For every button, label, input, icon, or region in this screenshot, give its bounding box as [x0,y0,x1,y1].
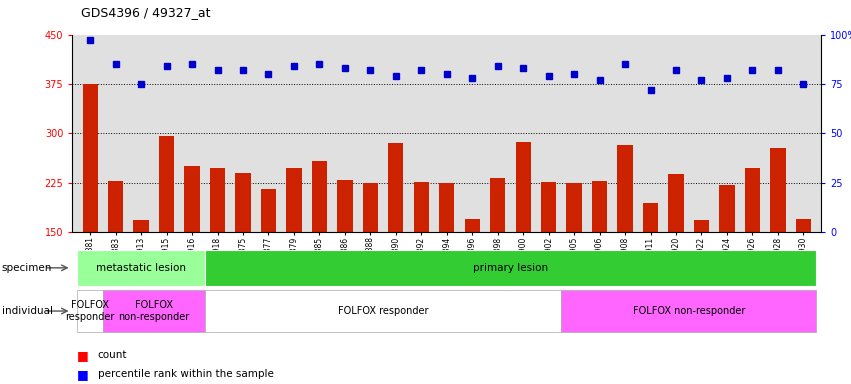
Bar [77,290,103,332]
Bar [363,183,378,232]
Bar [260,189,276,232]
Bar [643,203,658,232]
Text: FOLFOX
responder: FOLFOX responder [66,300,115,322]
Bar [567,183,582,232]
Bar [592,181,608,232]
Bar [796,219,811,232]
Text: count: count [98,350,128,360]
Bar [465,219,480,232]
Bar [668,174,683,232]
Bar [286,168,301,232]
Bar [337,180,352,232]
Text: ■: ■ [77,368,89,381]
Bar [159,136,174,232]
Text: metastatic lesion: metastatic lesion [96,263,186,273]
Bar [770,148,785,232]
Bar [185,166,200,232]
Bar [205,250,816,286]
Bar [562,290,816,332]
Text: specimen: specimen [2,263,52,273]
Bar [414,182,429,232]
Text: primary lesion: primary lesion [473,263,548,273]
Text: FOLFOX
non-responder: FOLFOX non-responder [118,300,190,322]
Text: FOLFOX non-responder: FOLFOX non-responder [632,306,745,316]
Text: percentile rank within the sample: percentile rank within the sample [98,369,274,379]
Bar [541,182,557,232]
Bar [745,168,760,232]
Text: GDS4396 / 49327_at: GDS4396 / 49327_at [81,6,210,19]
Bar [103,290,205,332]
Bar [694,220,709,232]
Bar [83,84,98,232]
Bar [77,250,205,286]
Bar [490,178,505,232]
Bar [108,181,123,232]
Bar [618,145,633,232]
Bar [439,183,454,232]
Text: ■: ■ [77,349,89,362]
Bar [134,220,149,232]
Bar [210,168,226,232]
Bar [311,161,327,232]
Text: FOLFOX responder: FOLFOX responder [338,306,428,316]
Bar [236,173,251,232]
Bar [388,143,403,232]
Bar [516,142,531,232]
Bar [205,290,562,332]
Text: individual: individual [2,306,53,316]
Bar [719,185,734,232]
